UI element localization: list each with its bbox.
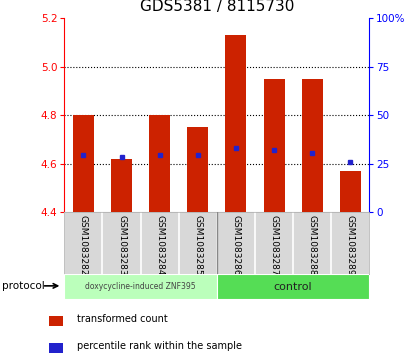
Text: GSM1083288: GSM1083288	[308, 215, 317, 276]
Text: protocol: protocol	[2, 281, 45, 291]
Bar	[302, 79, 322, 212]
Text: GSM1083284: GSM1083284	[155, 215, 164, 275]
Text: GSM1083287: GSM1083287	[269, 215, 278, 276]
Text: control: control	[274, 282, 312, 292]
Bar	[264, 79, 285, 212]
Bar	[149, 115, 170, 212]
Text: GSM1083285: GSM1083285	[193, 215, 202, 276]
Bar	[49, 316, 63, 326]
Bar	[340, 171, 361, 212]
Text: percentile rank within the sample: percentile rank within the sample	[77, 341, 242, 351]
Bar	[111, 159, 132, 212]
Bar	[217, 274, 369, 299]
Bar	[64, 274, 217, 299]
Bar	[187, 127, 208, 212]
Text: transformed count: transformed count	[77, 314, 168, 324]
Text: GSM1083289: GSM1083289	[346, 215, 355, 276]
Text: GSM1083282: GSM1083282	[79, 215, 88, 275]
Bar	[49, 343, 63, 352]
Bar	[73, 115, 94, 212]
Text: GSM1083286: GSM1083286	[232, 215, 240, 276]
Text: GSM1083283: GSM1083283	[117, 215, 126, 276]
Title: GDS5381 / 8115730: GDS5381 / 8115730	[140, 0, 294, 14]
Bar	[225, 35, 247, 212]
Text: doxycycline-induced ZNF395: doxycycline-induced ZNF395	[85, 282, 196, 291]
